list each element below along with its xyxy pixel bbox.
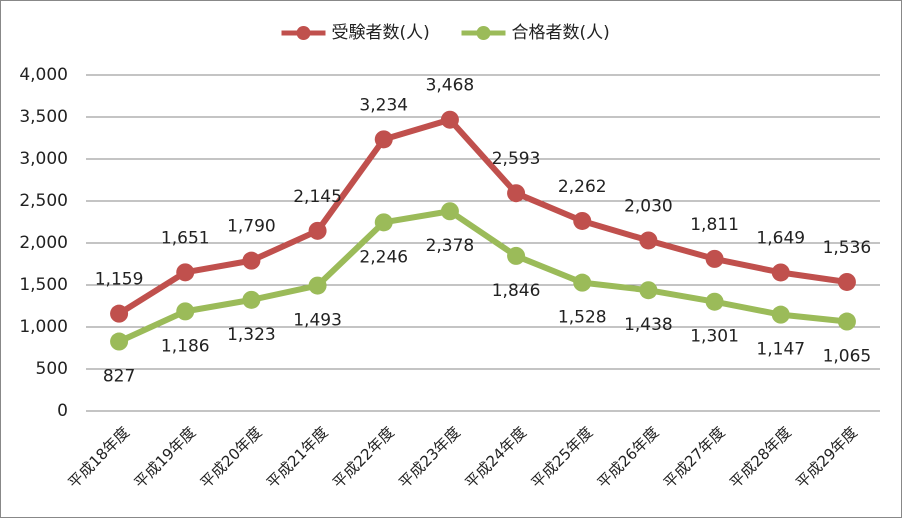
y-tick-label: 1,500 bbox=[19, 275, 68, 295]
data-point bbox=[242, 251, 261, 270]
data-point bbox=[573, 273, 592, 292]
data-label: 1,493 bbox=[293, 311, 342, 331]
legend-label: 合格者数(人) bbox=[512, 23, 610, 43]
data-point bbox=[176, 302, 195, 321]
data-point bbox=[639, 231, 658, 250]
data-point bbox=[771, 305, 790, 324]
data-label: 2,593 bbox=[492, 149, 541, 169]
data-point bbox=[507, 246, 526, 265]
data-point bbox=[374, 213, 393, 232]
legend-marker bbox=[296, 26, 311, 40]
data-label: 827 bbox=[103, 367, 135, 387]
y-tick-label: 3,500 bbox=[19, 107, 68, 127]
y-tick-label: 2,500 bbox=[19, 191, 68, 211]
y-tick-label: 1,000 bbox=[19, 317, 68, 337]
data-point bbox=[242, 290, 261, 309]
data-label: 2,145 bbox=[293, 187, 342, 207]
data-point bbox=[308, 221, 327, 240]
data-point bbox=[573, 211, 592, 230]
data-label: 3,234 bbox=[359, 95, 408, 115]
y-tick-label: 3,000 bbox=[19, 149, 68, 169]
data-point bbox=[374, 130, 393, 149]
data-point bbox=[440, 202, 459, 221]
data-label: 1,323 bbox=[227, 325, 276, 345]
data-label: 1,438 bbox=[624, 315, 673, 335]
y-tick-label: 2,000 bbox=[19, 233, 68, 253]
series-line bbox=[117, 208, 848, 345]
data-label: 1,811 bbox=[690, 215, 739, 235]
legend-label: 受験者数(人) bbox=[332, 23, 430, 43]
data-point bbox=[110, 332, 129, 351]
legend-marker bbox=[476, 26, 491, 40]
data-point bbox=[110, 304, 129, 323]
series-line bbox=[117, 116, 848, 317]
data-point bbox=[837, 312, 856, 331]
data-label: 1,536 bbox=[823, 238, 872, 258]
data-point bbox=[176, 263, 195, 282]
data-label: 1,147 bbox=[756, 340, 805, 360]
data-label: 2,378 bbox=[426, 236, 475, 256]
data-point bbox=[705, 292, 724, 311]
y-tick-label: 500 bbox=[36, 359, 68, 379]
data-label: 1,846 bbox=[492, 281, 541, 301]
data-label: 1,186 bbox=[161, 336, 210, 356]
y-tick-label: 4,000 bbox=[19, 65, 68, 85]
data-label: 1,651 bbox=[161, 228, 210, 248]
data-label: 1,301 bbox=[690, 327, 739, 347]
data-label: 3,468 bbox=[426, 76, 475, 96]
data-label: 1,528 bbox=[558, 308, 607, 328]
data-point bbox=[705, 249, 724, 268]
data-label: 1,790 bbox=[227, 217, 276, 237]
y-tick-label: 0 bbox=[57, 401, 68, 421]
data-label: 2,246 bbox=[359, 247, 408, 267]
data-label: 1,065 bbox=[823, 347, 872, 367]
data-point bbox=[639, 281, 658, 300]
data-point bbox=[837, 272, 856, 291]
data-label: 2,030 bbox=[624, 196, 673, 216]
data-point bbox=[771, 263, 790, 282]
data-label: 2,262 bbox=[558, 177, 607, 197]
data-label: 1,159 bbox=[95, 270, 144, 290]
data-label: 1,649 bbox=[756, 228, 805, 248]
data-point bbox=[440, 110, 459, 129]
data-point bbox=[507, 184, 526, 203]
data-point bbox=[308, 276, 327, 295]
